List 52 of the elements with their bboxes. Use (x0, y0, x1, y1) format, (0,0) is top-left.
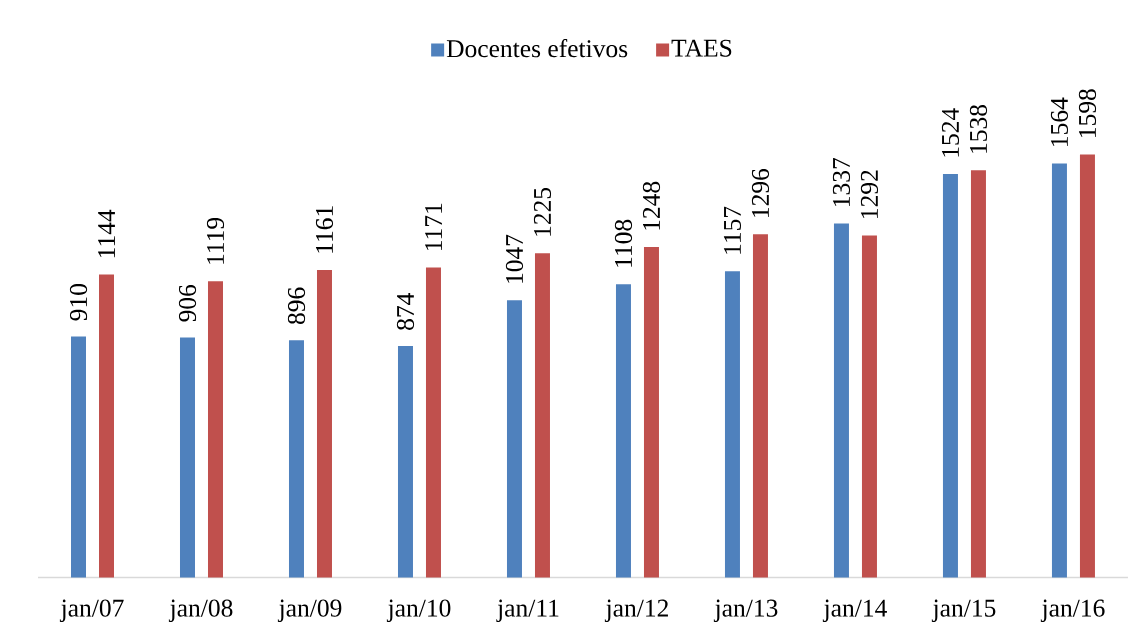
data-label: 1157 (723, 206, 742, 254)
bar (724, 271, 740, 578)
bar (425, 267, 441, 578)
x-tick-label: jan/07 (59, 599, 124, 622)
bar (316, 270, 332, 578)
bar (861, 235, 877, 578)
x-tick-label: jan/16 (1040, 599, 1105, 622)
bar (942, 173, 958, 578)
data-label: 1248 (642, 181, 661, 230)
bar (615, 284, 631, 578)
bar (643, 247, 659, 578)
data-label: 1296 (751, 168, 770, 217)
bar (99, 274, 114, 578)
x-tick-label: jan/11 (496, 599, 559, 622)
data-label: 910 (69, 284, 88, 321)
bar (397, 346, 413, 578)
bar (506, 300, 522, 578)
data-label: 1225 (533, 187, 552, 236)
x-tick-label: jan/13 (713, 599, 778, 622)
data-label: 1144 (98, 209, 115, 258)
x-tick-label: jan/08 (168, 599, 233, 622)
data-label: 1047 (505, 234, 524, 283)
bar (179, 337, 195, 578)
bar (534, 253, 550, 578)
bar (71, 336, 86, 578)
legend-label: Docentes efetivos (446, 39, 628, 58)
bar (207, 281, 223, 578)
data-label: 1119 (206, 217, 225, 264)
data-label: 1598 (1078, 89, 1097, 137)
data-label: 1538 (969, 105, 988, 153)
data-label: 1524 (941, 108, 960, 157)
bar (833, 223, 849, 578)
x-tick-label: jan/15 (931, 599, 996, 622)
data-label: 1171 (425, 203, 442, 250)
data-label: 1161 (315, 206, 334, 253)
x-tick-label: jan/12 (604, 599, 668, 622)
data-label: 906 (178, 284, 197, 322)
data-label: 896 (287, 287, 306, 325)
x-tick-label: jan/09 (277, 599, 342, 622)
data-label: 1564 (1050, 97, 1069, 146)
bar (970, 170, 986, 578)
data-label: 1292 (860, 170, 879, 218)
data-label: 1108 (614, 219, 633, 267)
x-tick-label: jan/14 (822, 599, 887, 622)
data-label: 874 (396, 293, 415, 330)
x-tick-label: jan/10 (386, 599, 451, 622)
bar (288, 340, 304, 578)
bar (1079, 154, 1095, 578)
legend-label: TAES (671, 39, 732, 57)
bar (1051, 163, 1067, 578)
bar (752, 234, 768, 578)
data-label: 1337 (832, 158, 851, 207)
